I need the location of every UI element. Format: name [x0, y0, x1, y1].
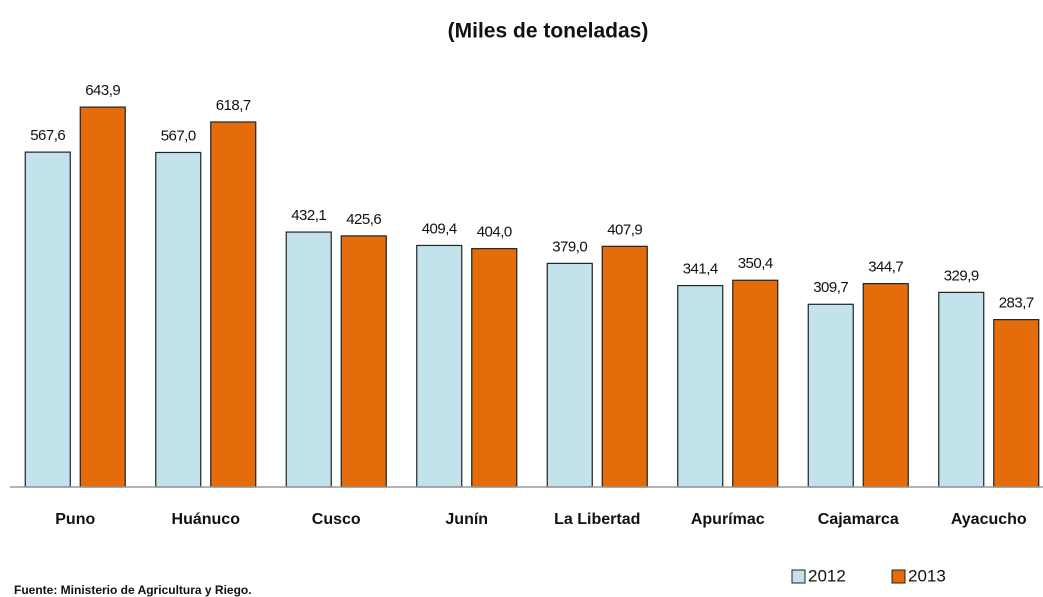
- data-label: 409,4: [422, 220, 457, 237]
- legend-swatch: [791, 569, 806, 584]
- data-label: 432,1: [291, 207, 326, 224]
- bar: [862, 283, 909, 488]
- data-label: 618,7: [216, 97, 251, 114]
- data-label: 379,0: [552, 238, 587, 255]
- data-label: 404,0: [477, 224, 512, 241]
- data-label: 567,0: [161, 127, 196, 144]
- legend-swatch: [891, 569, 906, 584]
- bar: [807, 303, 854, 488]
- x-tick-label: Puno: [55, 511, 95, 528]
- bar: [285, 231, 332, 488]
- x-tick-label: Cajamarca: [818, 511, 899, 528]
- source-note: Fuente: Ministerio de Agricultura y Rieg…: [14, 583, 252, 597]
- data-label: 407,9: [607, 221, 642, 238]
- bar: [732, 279, 779, 488]
- bar: [938, 291, 985, 488]
- data-label: 643,9: [85, 82, 120, 99]
- bar: [155, 151, 202, 488]
- chart-title: (Miles de toneladas): [448, 20, 649, 43]
- x-tick-label: Ayacucho: [951, 511, 1027, 528]
- data-label: 329,9: [944, 267, 979, 284]
- bar: [601, 245, 648, 488]
- legend-label: 2012: [808, 566, 846, 585]
- data-label: 341,4: [683, 261, 718, 278]
- data-label: 283,7: [999, 295, 1034, 312]
- bar: [210, 121, 257, 488]
- bar: [24, 151, 71, 488]
- x-tick-label: Junín: [445, 511, 488, 528]
- data-label: 350,4: [738, 255, 773, 272]
- data-label: 309,7: [813, 279, 848, 296]
- bar: [79, 106, 126, 488]
- data-label: 425,6: [346, 211, 381, 228]
- data-label: 344,7: [868, 259, 903, 276]
- x-tick-label: La Libertad: [554, 511, 640, 528]
- bar: [416, 244, 463, 488]
- bar: [546, 262, 593, 488]
- bar: [340, 235, 387, 488]
- data-label: 567,6: [30, 127, 65, 144]
- x-tick-label: Apurímac: [691, 511, 765, 528]
- legend-label: 2013: [908, 566, 946, 585]
- bar: [677, 284, 724, 488]
- x-tick-label: Cusco: [312, 511, 361, 528]
- bar: [471, 248, 518, 488]
- x-tick-label: Huánuco: [172, 511, 241, 528]
- bar: [993, 319, 1040, 488]
